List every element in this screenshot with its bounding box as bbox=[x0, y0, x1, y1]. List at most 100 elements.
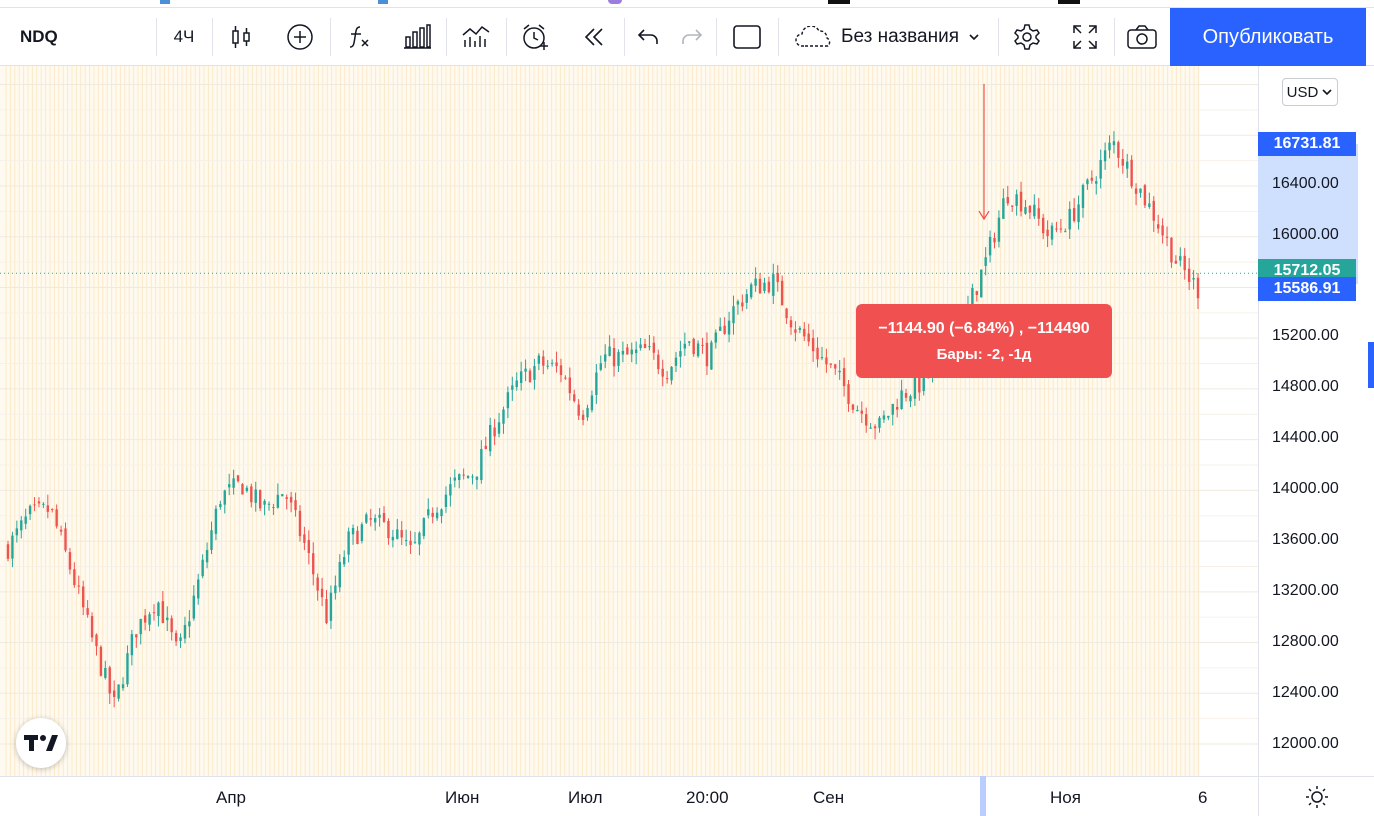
cloud-icon bbox=[795, 26, 831, 47]
candle-body bbox=[524, 368, 527, 372]
candle-body bbox=[1046, 229, 1049, 237]
settings-button[interactable] bbox=[998, 8, 1056, 66]
candle-body bbox=[143, 615, 147, 623]
candle-body bbox=[767, 281, 771, 293]
candle-body bbox=[360, 524, 364, 541]
candle-body bbox=[1055, 228, 1058, 230]
candle-body bbox=[303, 534, 306, 543]
layout-name-button[interactable]: Без названия bbox=[778, 8, 998, 66]
templates-button[interactable] bbox=[446, 8, 506, 66]
candle-body bbox=[1077, 204, 1080, 223]
financials-button[interactable] bbox=[388, 8, 446, 66]
candle-body bbox=[873, 426, 877, 429]
time-label: 6 bbox=[1198, 788, 1208, 807]
redo-icon bbox=[682, 29, 703, 44]
chevron-down-icon bbox=[969, 34, 979, 41]
symbol-search-button[interactable]: NDQ bbox=[0, 8, 156, 66]
candle-body bbox=[82, 586, 85, 608]
candle-body bbox=[626, 347, 629, 355]
candle-body bbox=[550, 362, 554, 364]
chart-type-button[interactable] bbox=[212, 8, 270, 66]
candle-body bbox=[413, 541, 417, 543]
candle-body bbox=[1143, 185, 1147, 206]
candle-body bbox=[816, 347, 819, 360]
candle-body bbox=[1059, 228, 1063, 230]
chart-pane[interactable] bbox=[0, 66, 1258, 776]
snapshot-button[interactable] bbox=[1114, 8, 1170, 66]
candle-body bbox=[192, 595, 195, 619]
candle-body bbox=[298, 510, 302, 537]
compare-symbol-button[interactable] bbox=[270, 8, 330, 66]
candle-body bbox=[453, 477, 457, 481]
candle-body bbox=[458, 474, 461, 481]
candle-body bbox=[1050, 225, 1054, 240]
time-label: Июл bbox=[568, 788, 603, 807]
replay-button[interactable] bbox=[564, 8, 624, 66]
candle-body bbox=[440, 509, 443, 517]
candle-body bbox=[365, 514, 368, 523]
candle-body bbox=[909, 396, 912, 402]
publish-button[interactable]: Опубликовать bbox=[1170, 8, 1366, 66]
axis-settings-button[interactable] bbox=[1258, 776, 1374, 816]
candle-body bbox=[272, 507, 275, 509]
undo-button[interactable] bbox=[624, 8, 672, 66]
redo-button[interactable] bbox=[668, 8, 716, 66]
candle-body bbox=[1117, 142, 1120, 158]
sun-settings-icon bbox=[1305, 785, 1328, 808]
fullscreen-button[interactable] bbox=[1056, 8, 1114, 66]
candle-body bbox=[20, 520, 23, 531]
candle-body bbox=[497, 422, 501, 434]
indicators-icon bbox=[349, 26, 369, 48]
candle-body bbox=[1068, 208, 1071, 230]
interval-button[interactable]: 4Ч bbox=[156, 8, 212, 66]
time-axis[interactable] bbox=[0, 776, 1258, 816]
candle-body bbox=[1090, 177, 1094, 181]
candle-body bbox=[356, 530, 359, 544]
toolbar-divider bbox=[446, 18, 447, 56]
candle-body bbox=[639, 344, 642, 349]
price-tick-label: 14800.00 bbox=[1272, 378, 1339, 395]
candle-body bbox=[1139, 188, 1142, 193]
candle-body bbox=[975, 291, 979, 295]
tradingview-logo[interactable] bbox=[16, 718, 66, 768]
bar-chart-icon bbox=[404, 24, 431, 49]
candle-body bbox=[1072, 208, 1076, 222]
alert-button[interactable] bbox=[506, 8, 564, 66]
toolbar-divider bbox=[1114, 18, 1115, 56]
rectangle-tool-button[interactable] bbox=[716, 8, 778, 66]
indicators-button[interactable] bbox=[330, 8, 388, 66]
right-panel-toggle[interactable] bbox=[1368, 342, 1374, 388]
candle-body bbox=[657, 354, 660, 370]
candle-body bbox=[338, 561, 341, 588]
candle-body bbox=[511, 385, 514, 390]
candle-body bbox=[568, 377, 572, 394]
price-tick-label: 13200.00 bbox=[1272, 582, 1339, 599]
toolbar-divider bbox=[156, 18, 157, 56]
price-tick-label: 12400.00 bbox=[1272, 684, 1339, 701]
candle-body bbox=[183, 624, 187, 639]
candle-body bbox=[24, 516, 27, 524]
time-label: Апр bbox=[216, 788, 246, 807]
price-tick-label: 15200.00 bbox=[1272, 327, 1339, 344]
currency-select[interactable]: USD bbox=[1282, 78, 1338, 106]
candle-body bbox=[803, 328, 806, 337]
candle-body bbox=[842, 368, 846, 387]
candle-body bbox=[351, 527, 355, 535]
price-tick-label: 16400.00 bbox=[1272, 175, 1339, 192]
currency-label: USD bbox=[1286, 83, 1319, 101]
measure-top-price-tag: 16731.81 bbox=[1258, 132, 1356, 156]
candle-body bbox=[559, 365, 563, 376]
candle-body bbox=[161, 601, 165, 623]
candle-body bbox=[37, 501, 41, 504]
candle-body bbox=[104, 667, 107, 678]
templates-icon bbox=[462, 25, 490, 47]
candle-body bbox=[692, 338, 695, 355]
candle-body bbox=[599, 363, 602, 370]
candle-body bbox=[780, 280, 784, 306]
candle-body bbox=[1161, 225, 1164, 236]
candle-body bbox=[126, 653, 129, 685]
candle-body bbox=[528, 370, 532, 383]
toolbar-divider bbox=[716, 18, 717, 56]
candlestick-chart[interactable] bbox=[0, 66, 1258, 776]
candle-body bbox=[391, 536, 395, 541]
